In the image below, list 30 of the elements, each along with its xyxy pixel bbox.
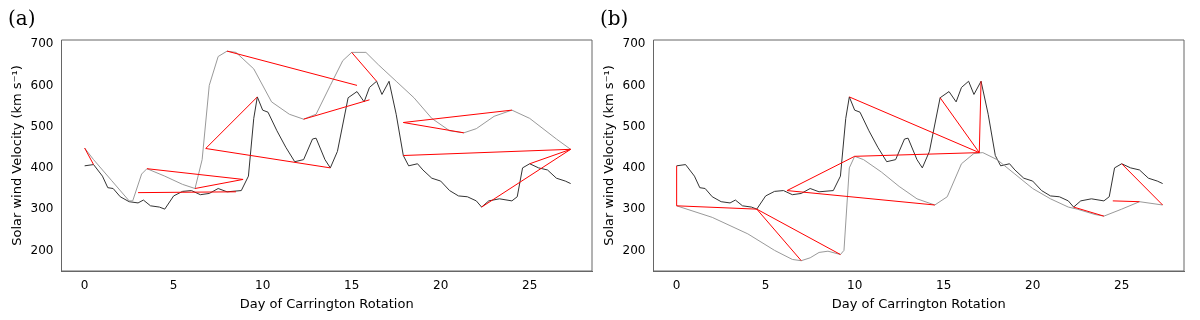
x-axis-title: Day of Carrington Rotation	[831, 295, 1006, 311]
y-tick-label: 400	[30, 160, 54, 174]
y-tick-label: 300	[30, 201, 54, 216]
x-tick-label: 25	[522, 278, 538, 293]
x-tick-label: 0	[672, 278, 681, 293]
x-tick-label: 10	[255, 278, 271, 293]
x-tick-label: 5	[169, 278, 178, 293]
y-tick-label: 300	[622, 201, 646, 216]
x-tick-label: 15	[344, 278, 360, 293]
x-tick-label: 5	[761, 278, 770, 293]
y-axis-title: Solar wind Velocity (km s⁻¹)	[9, 65, 25, 246]
y-tick-label: 500	[30, 118, 54, 133]
y-tick-label: 600	[30, 77, 54, 92]
x-tick-label: 10	[847, 278, 863, 293]
y-tick-label: 700	[622, 36, 646, 51]
y-tick-label: 200	[622, 242, 646, 257]
chart-title: (b)	[600, 6, 629, 31]
x-tick-label: 25	[1114, 278, 1130, 293]
x-tick-label: 0	[80, 278, 89, 293]
y-tick-label: 600	[622, 77, 646, 92]
y-axis-title: Solar wind Velocity (km s⁻¹)	[601, 65, 617, 246]
y-tick-label: 400	[622, 160, 646, 174]
y-tick-label: 500	[622, 118, 646, 133]
chart-title: (a)	[8, 6, 36, 31]
x-tick-label: 20	[1025, 278, 1041, 293]
x-tick-label: 15	[936, 278, 952, 293]
y-tick-label: 700	[30, 36, 54, 51]
x-axis-title: Day of Carrington Rotation	[239, 295, 414, 311]
y-tick-label: 200	[30, 242, 54, 257]
x-tick-label: 20	[433, 278, 449, 293]
